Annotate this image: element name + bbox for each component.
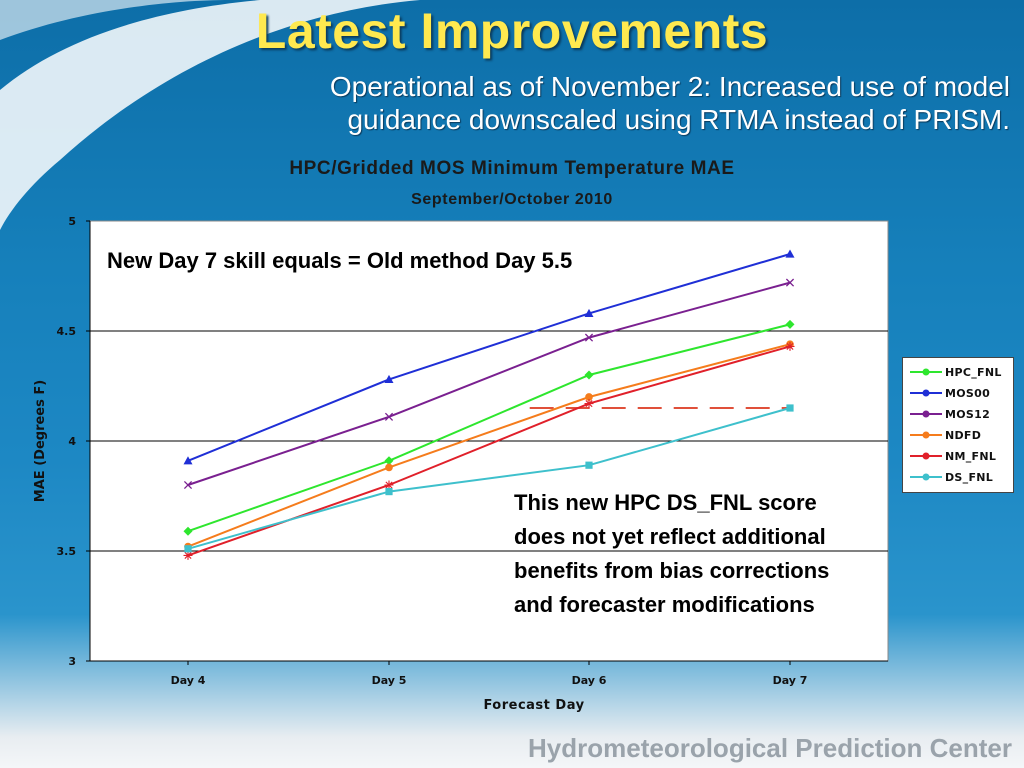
- legend-swatch: [910, 431, 942, 439]
- y-tick-label: 4: [68, 435, 76, 448]
- point-ds-fnl: [385, 488, 393, 496]
- point-mos00: [785, 249, 795, 258]
- legend-label: MOS00: [945, 387, 991, 400]
- decorative-swoosh: [0, 0, 420, 230]
- legend-item: MOS00: [903, 384, 1013, 404]
- y-tick-label: 3: [68, 655, 76, 668]
- series-line-ds-fnl: [187, 407, 791, 550]
- point-mos00: [183, 456, 193, 465]
- chart-legend: HPC_FNL MOS00 MOS12 NDFD NM_FNL DS_FNL: [902, 357, 1014, 493]
- point-nm-fnl: [183, 550, 193, 560]
- point-ds-fnl: [184, 545, 192, 553]
- legend-swatch: [910, 368, 942, 376]
- series-line-mos00: [187, 253, 791, 462]
- y-axis-label: MAE (Degrees F): [33, 380, 48, 502]
- slide-subtitle: Operational as of November 2: Increased …: [150, 70, 1024, 136]
- legend-item: DS_FNL: [903, 468, 1013, 488]
- legend-swatch: [910, 473, 942, 481]
- y-tick-label: 3.5: [57, 545, 77, 558]
- legend-label: MOS12: [945, 408, 991, 421]
- point-nm-fnl: [384, 480, 394, 490]
- x-tick-label: Day 7: [773, 674, 808, 687]
- subtitle-line-1: Operational as of November 2: Increased …: [329, 71, 1010, 102]
- legend-label: HPC_FNL: [945, 366, 1002, 379]
- point-hpc-fnl: [785, 319, 795, 329]
- legend-item: MOS12: [903, 405, 1013, 425]
- footer-org-name: Hydrometeorological Prediction Center: [528, 733, 1012, 763]
- point-hpc-fnl: [384, 456, 394, 466]
- point-ndfd: [385, 463, 393, 472]
- point-nm-fnl: [584, 399, 594, 409]
- x-tick-label: Day 6: [572, 674, 607, 687]
- legend-label: DS_FNL: [945, 471, 994, 484]
- legend-swatch: [910, 410, 942, 418]
- chart-subtitle: September/October 2010: [411, 191, 613, 208]
- annotation-top: New Day 7 skill equals = Old method Day …: [107, 248, 573, 273]
- x-tick-label: Day 5: [372, 674, 407, 687]
- point-hpc-fnl: [584, 370, 594, 380]
- point-ds-fnl: [786, 404, 794, 412]
- legend-swatch: [910, 452, 942, 460]
- legend-item: NM_FNL: [903, 447, 1013, 467]
- series-line-hpc-fnl: [187, 323, 791, 533]
- legend-label: NM_FNL: [945, 450, 997, 463]
- x-tick-label: Day 4: [171, 674, 206, 687]
- legend-swatch: [910, 389, 942, 397]
- y-tick-label: 5: [68, 215, 76, 228]
- point-ndfd: [585, 393, 593, 401]
- point-mos00: [584, 308, 594, 317]
- legend-label: NDFD: [945, 429, 982, 442]
- legend-item: HPC_FNL: [903, 363, 1013, 383]
- point-mos12: [785, 278, 795, 287]
- y-tick-label: 4.5: [57, 325, 77, 338]
- point-mos00: [384, 374, 394, 383]
- point-hpc-fnl: [183, 526, 193, 536]
- point-mos12: [384, 412, 394, 421]
- point-mos12: [183, 480, 193, 490]
- x-axis-label: Forecast Day: [483, 698, 584, 713]
- annotation-bottom: This new HPC DS_FNL score does not yet r…: [514, 490, 830, 617]
- slide-title: Latest Improvements: [255, 3, 769, 59]
- point-mos12: [584, 333, 594, 342]
- point-ds-fnl: [585, 461, 593, 469]
- series-line-mos12: [187, 281, 791, 486]
- series-line-ndfd: [187, 343, 791, 548]
- legend-item: NDFD: [903, 426, 1013, 446]
- chart-title: HPC/Gridded MOS Minimum Temperature MAE: [289, 158, 735, 179]
- point-nm-fnl: [785, 341, 795, 351]
- subtitle-line-2: guidance downscaled using RTMA instead o…: [347, 104, 1010, 135]
